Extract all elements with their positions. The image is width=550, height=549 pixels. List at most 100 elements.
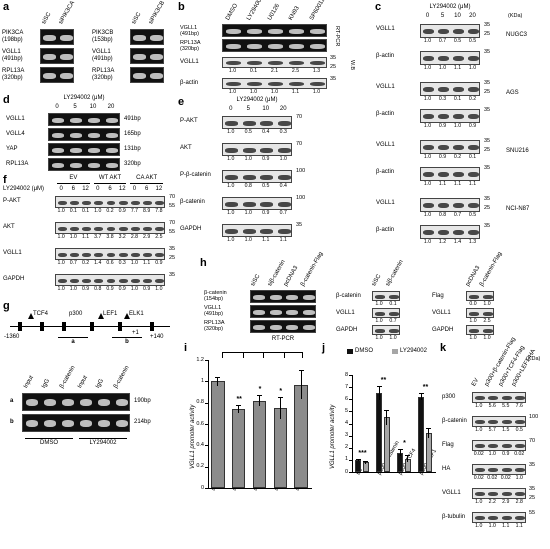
band — [260, 174, 274, 180]
row-label: VGLL1 (491bp) — [204, 305, 223, 318]
quant-value: 0.1 — [468, 154, 477, 160]
error-cap — [277, 397, 283, 399]
quant-value: 2.9 — [502, 499, 510, 505]
band — [488, 420, 499, 425]
y-tick-label: 4 — [344, 420, 348, 426]
row-label: GAPDH — [432, 327, 454, 333]
quant-value: 1.0 — [155, 286, 163, 292]
error-cap — [384, 410, 390, 411]
blot-image — [472, 440, 526, 451]
panel-label: i — [184, 342, 188, 354]
blot-image — [222, 170, 292, 183]
gel-image — [48, 128, 120, 141]
size-label: 214bp — [134, 419, 151, 425]
kda-marker: 35 — [484, 138, 491, 144]
lane-label: 0 — [132, 186, 137, 192]
bar — [211, 381, 225, 488]
quant-value: 1.0 — [94, 208, 102, 214]
quant-value: 0.3 — [279, 129, 287, 135]
gel-image — [130, 48, 164, 64]
band — [423, 87, 434, 93]
coordinate-label: +140 — [150, 334, 164, 340]
lane-label: IgG — [41, 378, 52, 390]
quant-value: 1.0 — [475, 499, 483, 505]
panel-label: f — [3, 174, 7, 186]
quant-value: 0.9 — [438, 154, 447, 160]
cell-line-label: SNU216 — [506, 148, 529, 154]
panel-label: a — [3, 1, 10, 13]
quant-value: 1.0 — [488, 523, 496, 529]
band — [468, 203, 479, 209]
band — [43, 420, 57, 427]
x-axis — [208, 488, 312, 489]
row-label: β-catenin (154bp) — [204, 290, 227, 303]
group-line — [130, 183, 163, 184]
quant-value: 3.7 — [94, 234, 102, 240]
panel-label: b — [178, 1, 185, 13]
lane-label: 0 — [229, 106, 233, 112]
quant-value: 1.0 — [69, 286, 77, 292]
panel-label: j — [322, 342, 326, 354]
quant-value: 0.3 — [118, 260, 126, 266]
band — [374, 329, 386, 333]
blot-image — [222, 78, 327, 89]
quant-value: 1.0 — [130, 286, 139, 292]
row-label: VGLL1 — [432, 310, 451, 316]
band — [118, 252, 128, 257]
quant-value: 1.0 — [469, 335, 477, 341]
quant-value: 0.0 — [469, 301, 477, 307]
y-tick-label: 0.4 — [196, 441, 204, 448]
row-label: RPL13A (320bp) — [2, 68, 25, 81]
quant-value: 1.0 — [453, 123, 462, 129]
quant-value: 1.1 — [438, 181, 447, 187]
size-label: 131bp — [124, 146, 141, 152]
quant-value: 1.0 — [469, 318, 477, 324]
kda-marker: 25 — [484, 31, 491, 37]
quant-value: 1.0 — [244, 237, 252, 243]
quant-value: 1.0 — [130, 260, 139, 266]
quant-value: 7.8 — [155, 208, 163, 214]
band — [453, 172, 464, 178]
band — [488, 468, 499, 473]
quant-value: 0.4 — [279, 183, 287, 189]
blot-image — [420, 140, 480, 154]
band — [288, 43, 305, 49]
band — [131, 226, 140, 231]
band — [242, 201, 256, 207]
y-axis — [352, 375, 353, 472]
quant-value: 1.5 — [502, 427, 510, 433]
band — [453, 203, 464, 209]
band — [225, 120, 239, 126]
row-label: VGLL1 — [376, 200, 395, 206]
band — [155, 278, 165, 283]
y-tick-label: 2 — [344, 444, 348, 451]
kda-marker: 100 — [529, 414, 539, 420]
lane-label: β-catenin — [113, 365, 131, 390]
quant-value: 1.1 — [279, 237, 287, 243]
quant-value: 1.0 — [483, 335, 491, 341]
band — [225, 61, 242, 66]
gel-image — [250, 290, 316, 303]
quant-value: 5.7 — [488, 427, 496, 433]
quant-value: 0.5 — [244, 129, 252, 135]
quant-value: 1.1 — [468, 181, 477, 187]
row-label: VGLL1 — [6, 116, 25, 122]
cell-line-label: NCI-N87 — [506, 206, 530, 212]
band — [269, 324, 282, 330]
kda-marker: 35 — [484, 49, 491, 55]
kda-marker: 70 — [529, 438, 536, 444]
band — [97, 420, 111, 427]
group-line — [25, 438, 73, 439]
band — [515, 444, 526, 449]
y-tick-label: 5 — [344, 407, 348, 414]
quant-value: 1.0 — [423, 123, 432, 129]
quant-value: 0.9 — [438, 123, 447, 129]
band — [69, 226, 79, 231]
quant-value: 0.02 — [487, 475, 498, 481]
lane-label: 0 — [55, 104, 59, 110]
kda-marker: 100 — [296, 195, 306, 201]
band — [468, 56, 479, 62]
row-label: β-catenin — [180, 199, 205, 205]
bracket-tick — [222, 352, 223, 358]
band — [269, 294, 282, 300]
